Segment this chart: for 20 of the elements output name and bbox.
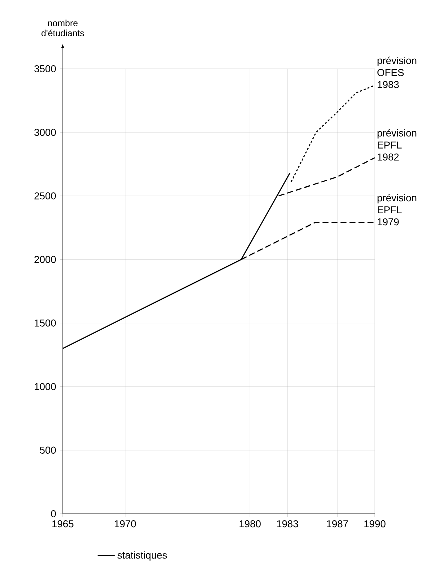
x-tick-label: 1965 — [52, 520, 74, 528]
y-tick-label: 500 — [40, 446, 56, 454]
y-tick-label: 3500 — [34, 65, 56, 73]
y-tick-label: 0 — [51, 510, 56, 518]
y-tick-label: 1000 — [34, 383, 56, 390]
y-axis-title: nombre d'étudiants — [42, 20, 84, 37]
y-tick-label: 2000 — [34, 256, 56, 264]
x-tick-label: 1987 — [327, 520, 348, 528]
series-label: prévision EPFL 1979 — [378, 194, 417, 226]
legend-label: statistiques — [118, 552, 168, 561]
series-label: prévision EPFL 1982 — [378, 129, 417, 161]
x-tick-label: 1970 — [115, 520, 136, 528]
x-tick-label: 1983 — [277, 520, 298, 528]
y-tick-label: 1500 — [34, 320, 56, 327]
series-label: prévision OFES 1983 — [378, 56, 417, 88]
y-tick-label: 2500 — [34, 192, 56, 200]
line-series — [290, 84, 376, 183]
x-tick-label: 1980 — [240, 520, 261, 528]
x-tick-label: 1990 — [364, 520, 386, 528]
y-tick-label: 3000 — [34, 129, 56, 136]
